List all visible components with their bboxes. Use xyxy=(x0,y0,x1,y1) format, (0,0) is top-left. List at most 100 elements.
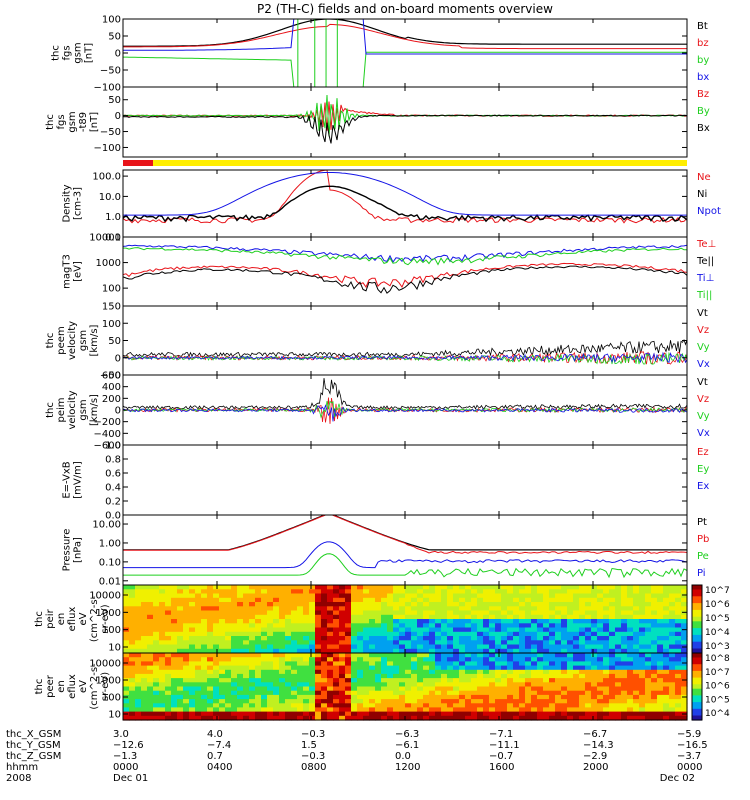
heatmap-cell xyxy=(141,711,148,717)
heatmap-cell xyxy=(543,610,550,616)
heatmap-cell xyxy=(381,715,388,721)
colorbar-cell xyxy=(692,600,702,604)
heatmap-cell xyxy=(225,602,232,607)
y-axis-label: [cm-3] xyxy=(73,187,84,220)
colorbar-cell xyxy=(692,675,702,679)
heatmap-cell xyxy=(153,593,160,599)
heatmap-cell xyxy=(267,686,274,692)
heatmap-cell xyxy=(207,711,214,717)
heatmap-cell xyxy=(141,585,148,590)
heatmap-cell xyxy=(651,606,658,612)
heatmap-cell xyxy=(393,623,400,629)
heatmap-cell xyxy=(183,715,190,721)
series-ne xyxy=(123,170,687,224)
heatmap-cell xyxy=(441,665,448,671)
heatmap-cell xyxy=(273,715,280,721)
heatmap-cell xyxy=(387,682,394,688)
heatmap-cell xyxy=(333,703,340,709)
heatmap-cell xyxy=(657,715,664,721)
heatmap-cell xyxy=(513,631,520,637)
heatmap-cell xyxy=(447,707,454,713)
heatmap-cell xyxy=(495,610,502,616)
heatmap-cell xyxy=(267,623,274,629)
heatmap-cell xyxy=(417,678,424,683)
heatmap-cell xyxy=(273,661,280,667)
heatmap-cell xyxy=(495,640,502,646)
heatmap-cell xyxy=(339,640,346,646)
heatmap-cell xyxy=(621,640,628,646)
heatmap-cell xyxy=(261,631,268,637)
heatmap-cell xyxy=(411,673,418,679)
heatmap-cell xyxy=(531,627,538,633)
heatmap-cell xyxy=(231,694,238,700)
heatmap-cell xyxy=(675,623,682,629)
x-tick-value: 1600 xyxy=(489,762,514,773)
heatmap-cell xyxy=(645,589,652,595)
heatmap-cell xyxy=(639,644,646,650)
heatmap-cell xyxy=(447,661,454,667)
heatmap-cell xyxy=(333,602,340,607)
heatmap-cell xyxy=(147,690,154,696)
heatmap-cell xyxy=(123,673,130,679)
heatmap-cell xyxy=(627,631,634,637)
heatmap-cell xyxy=(537,597,544,603)
heatmap-cell xyxy=(489,707,496,713)
heatmap-cell xyxy=(561,682,568,688)
heatmap-cell xyxy=(357,593,364,599)
heatmap-cell xyxy=(489,648,496,654)
heatmap-cell xyxy=(309,610,316,616)
heatmap-cell xyxy=(471,707,478,713)
heatmap-cell xyxy=(645,690,652,696)
heatmap-cell xyxy=(483,593,490,599)
heatmap-cell xyxy=(489,619,496,624)
heatmap-cell xyxy=(195,627,202,633)
heatmap-cell xyxy=(525,665,532,671)
heatmap-cell xyxy=(663,614,670,620)
heatmap-cell xyxy=(645,711,652,717)
heatmap-cell xyxy=(651,673,658,679)
heatmap-cell xyxy=(657,640,664,646)
heatmap-cell xyxy=(351,631,358,637)
heatmap-cell xyxy=(369,653,376,658)
heatmap-cell xyxy=(513,644,520,650)
heatmap-cell xyxy=(465,715,472,721)
heatmap-cell xyxy=(375,623,382,629)
heatmap-cell xyxy=(345,678,352,683)
y-axis-label: en xyxy=(56,680,67,693)
heatmap-cell xyxy=(657,593,664,599)
heatmap-cell xyxy=(381,690,388,696)
heatmap-cell xyxy=(327,699,334,704)
heatmap-cell xyxy=(519,627,526,633)
heatmap-cell xyxy=(483,631,490,637)
heatmap-cell xyxy=(507,614,514,620)
heatmap-cell xyxy=(567,585,574,590)
heatmap-cell xyxy=(639,690,646,696)
heatmap-cell xyxy=(303,602,310,607)
heatmap-cell xyxy=(453,636,460,641)
heatmap-cell xyxy=(135,699,142,704)
heatmap-cell xyxy=(489,623,496,629)
heatmap-cell xyxy=(519,602,526,607)
heatmap-cell xyxy=(675,678,682,683)
heatmap-cell xyxy=(327,661,334,667)
heatmap-cell xyxy=(207,644,214,650)
heatmap-cell xyxy=(339,631,346,637)
heatmap-cell xyxy=(363,678,370,683)
heatmap-cell xyxy=(447,644,454,650)
heatmap-cell xyxy=(123,619,130,624)
heatmap-cell xyxy=(621,703,628,709)
heatmap-cell xyxy=(303,686,310,692)
heatmap-cell xyxy=(213,602,220,607)
heatmap-cell xyxy=(567,694,574,700)
heatmap-cell xyxy=(255,606,262,612)
heatmap-cell xyxy=(345,602,352,607)
heatmap-cell xyxy=(657,610,664,616)
heatmap-cell xyxy=(585,707,592,713)
heatmap-cell xyxy=(153,690,160,696)
heatmap-cell xyxy=(543,619,550,624)
heatmap-cell xyxy=(159,653,166,658)
heatmap-cell xyxy=(567,627,574,633)
heatmap-cell xyxy=(477,711,484,717)
heatmap-cell xyxy=(357,640,364,646)
heatmap-cell xyxy=(387,694,394,700)
